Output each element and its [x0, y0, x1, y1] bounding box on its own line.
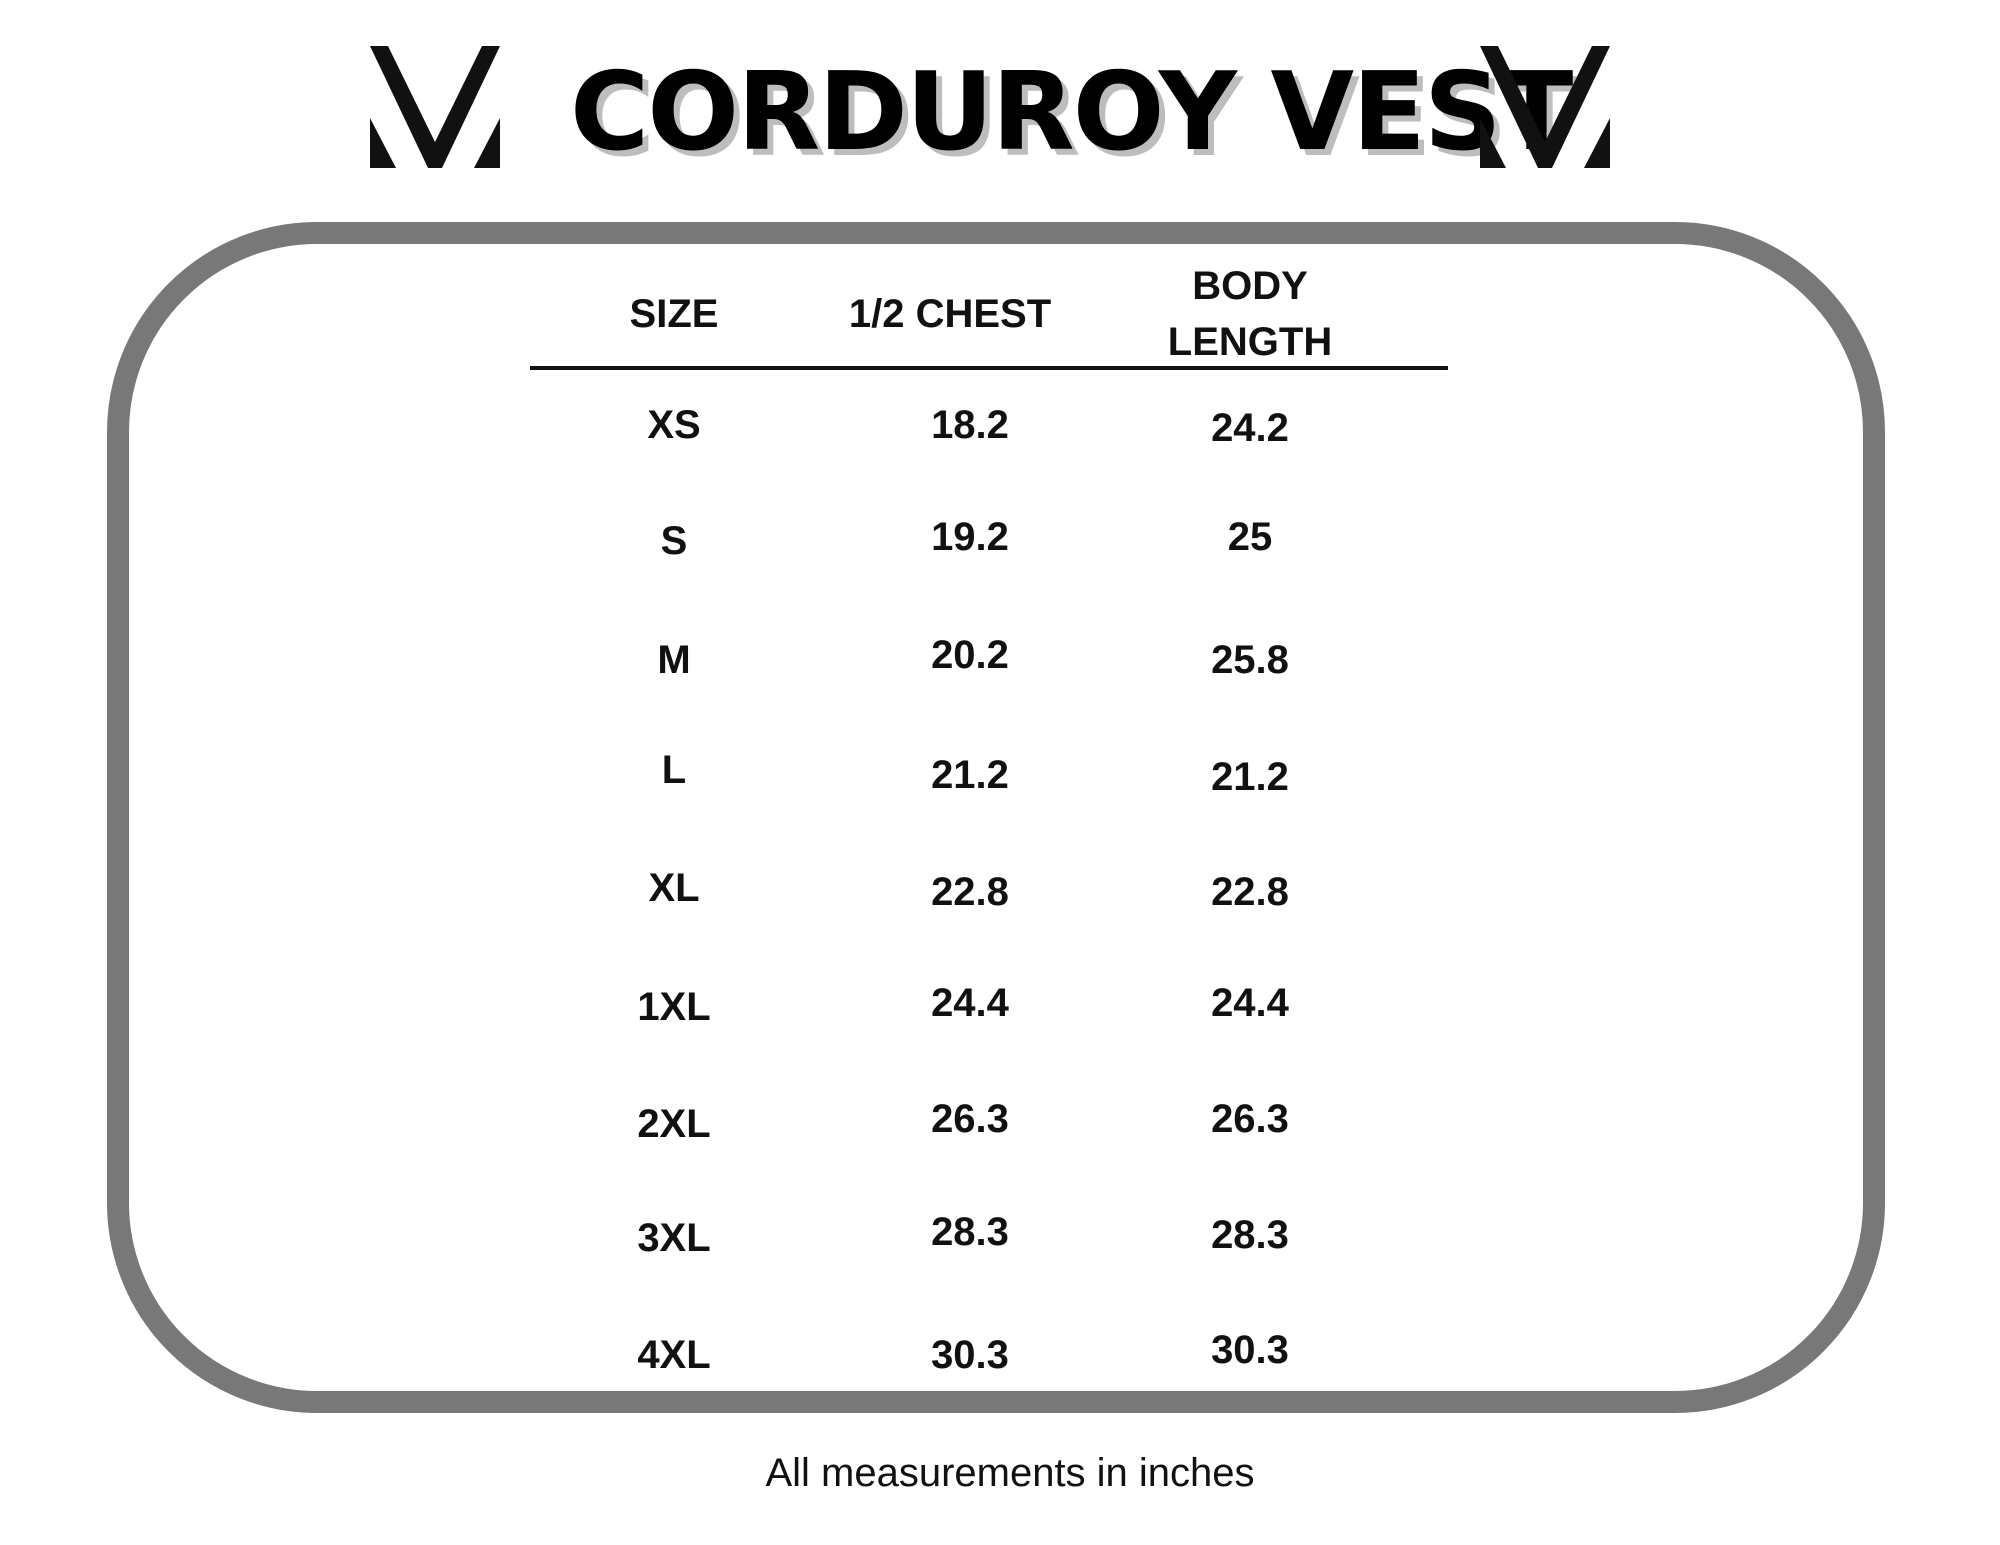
- cell-chest: 20.2: [931, 633, 1009, 677]
- cell-size: XS: [647, 403, 701, 447]
- cell-body-length: 24.4: [1211, 981, 1289, 1025]
- cell-size: S: [660, 519, 688, 563]
- cell-body-length: 25: [1227, 515, 1273, 559]
- cell-body-length: 25.8: [1211, 638, 1289, 682]
- header-body-length: BODY LENGTH: [1140, 258, 1360, 370]
- cell-chest: 26.3: [931, 1097, 1009, 1141]
- cell-chest: 22.8: [931, 870, 1009, 914]
- header-size: SIZE: [629, 292, 719, 336]
- measurement-note: All measurements in inches: [765, 1451, 1255, 1495]
- cell-body-length: 26.3: [1211, 1097, 1289, 1141]
- chevron-v-logo-icon: [1480, 46, 1610, 168]
- cell-chest: 28.3: [931, 1210, 1009, 1254]
- cell-size: 1XL: [637, 985, 711, 1029]
- cell-chest: 18.2: [931, 403, 1009, 447]
- size-chart-frame: [107, 222, 1885, 1413]
- cell-body-length: 22.8: [1211, 870, 1289, 914]
- page-title: CORDUROY VEST: [570, 50, 1573, 175]
- chevron-v-logo-icon: [370, 46, 500, 168]
- cell-size: 3XL: [637, 1216, 711, 1260]
- cell-body-length: 24.2: [1211, 406, 1289, 450]
- cell-body-length: 30.3: [1211, 1328, 1289, 1372]
- header-body-length-line2: LENGTH: [1167, 320, 1333, 364]
- cell-body-length: 28.3: [1211, 1213, 1289, 1257]
- header-body-length-line1: BODY: [1192, 264, 1308, 308]
- cell-size: L: [661, 748, 687, 792]
- header-half-chest: 1/2 CHEST: [848, 292, 1052, 336]
- cell-chest: 30.3: [931, 1333, 1009, 1377]
- cell-size: 2XL: [637, 1102, 711, 1146]
- cell-body-length: 21.2: [1211, 755, 1289, 799]
- cell-size: XL: [648, 866, 700, 910]
- cell-chest: 21.2: [931, 753, 1009, 797]
- cell-size: M: [657, 638, 691, 682]
- cell-size: 4XL: [637, 1333, 711, 1377]
- cell-chest: 24.4: [931, 981, 1009, 1025]
- header-divider: [530, 366, 1448, 370]
- cell-chest: 19.2: [931, 515, 1009, 559]
